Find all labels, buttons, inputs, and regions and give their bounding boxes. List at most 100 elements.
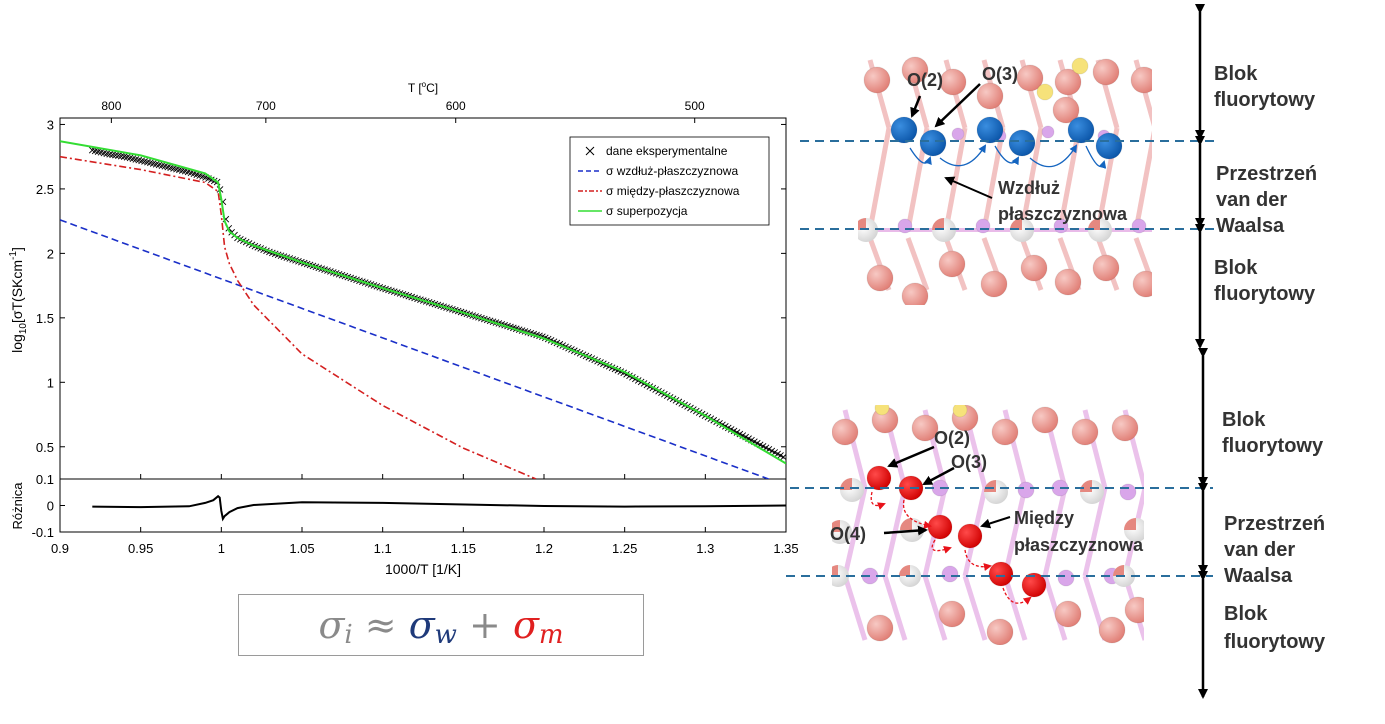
cation-atom bbox=[1041, 125, 1055, 139]
x-tick-label: 1.35 bbox=[773, 541, 798, 556]
oxygen-atom bbox=[991, 418, 1019, 446]
x-tick-label: 1.1 bbox=[374, 541, 392, 556]
top-o3-label: O(3) bbox=[982, 64, 1018, 84]
x-tick-label: 0.9 bbox=[51, 541, 69, 556]
x-axis-label: 1000/T [1/K] bbox=[385, 561, 461, 577]
bottom-region-1-line1: Blok bbox=[1222, 409, 1266, 431]
series-wzdluz-line bbox=[60, 219, 771, 479]
hop-arrow-red bbox=[902, 499, 932, 529]
bottom-region-3-line1: Blok bbox=[1224, 603, 1268, 625]
bottom-region-1-line2: fluorytowy bbox=[1222, 435, 1324, 457]
hop-arrow-blue bbox=[939, 144, 987, 167]
chart: 800 700 600 500 T [oC] 0.5 1 1.5 2 2.5 3 log10[σ… bbox=[8, 80, 799, 577]
top-path-label-line2: płaszczyznowa bbox=[998, 204, 1128, 224]
main-y-axis: 0.5 1 1.5 2 2.5 3 bbox=[36, 117, 786, 455]
crystal-structure-bottom: O(2) O(3) O(4) Między płaszczyznowa bbox=[786, 405, 1213, 645]
main-series-group bbox=[60, 140, 786, 479]
oxygen-atom bbox=[986, 618, 1014, 645]
cation-atom bbox=[897, 218, 913, 234]
top-o2-arrow bbox=[910, 95, 922, 118]
formula-sub-m: m bbox=[538, 620, 564, 650]
top-axis-label: T [oC] bbox=[408, 80, 438, 95]
bottom-o3-arrow bbox=[922, 466, 955, 486]
oxygen-atom bbox=[976, 82, 1004, 110]
cation-atom bbox=[1057, 569, 1075, 587]
cation-atom bbox=[874, 405, 890, 416]
mixed-site-atom bbox=[1124, 518, 1144, 542]
mixed-site-atom bbox=[984, 480, 1008, 504]
bottom-oxygen-sites bbox=[866, 465, 1047, 598]
top-axis-tick-label: 800 bbox=[101, 99, 121, 113]
hop-arrow-red bbox=[964, 549, 992, 572]
cation-atom bbox=[975, 218, 991, 234]
hop-arrow-blue bbox=[1085, 145, 1107, 169]
top-region-3-line2: fluorytowy bbox=[1214, 283, 1316, 305]
bottom-crystal-bonds bbox=[842, 409, 1144, 641]
x-tick-label: 1.15 bbox=[451, 541, 476, 556]
oxygen-atom bbox=[938, 250, 966, 278]
legend-entry: σ wzdłuż-płaszczyznowa bbox=[578, 164, 738, 178]
legend-label: dane eksperymentalne bbox=[606, 144, 728, 158]
oxygen-atom bbox=[1054, 268, 1082, 296]
bottom-o2-arrow bbox=[887, 445, 935, 468]
legend-entry: dane eksperymentalne bbox=[585, 144, 728, 158]
main-y-tick-label: 2 bbox=[47, 246, 54, 261]
oxygen-atom bbox=[832, 418, 859, 446]
oxygen-site-blue bbox=[919, 129, 947, 157]
series-miedzy-line bbox=[60, 155, 537, 479]
residual-y-tick-label: -0.1 bbox=[32, 525, 54, 540]
top-hop-arrows bbox=[909, 144, 1107, 169]
oxygen-atom bbox=[1016, 64, 1044, 92]
main-y-tick-label: 0.5 bbox=[36, 440, 54, 455]
x-tick-label: 1 bbox=[218, 541, 225, 556]
oxygen-atom bbox=[1098, 616, 1126, 644]
oxygen-site-blue bbox=[1095, 132, 1123, 160]
main-y-tick-label: 2.5 bbox=[36, 182, 54, 197]
oxygen-site-blue bbox=[976, 116, 1004, 144]
bottom-path-label-line2: płaszczyznowa bbox=[1014, 535, 1144, 555]
x-tick-label: 1.3 bbox=[696, 541, 714, 556]
mixed-site-atom bbox=[832, 520, 852, 544]
top-axis: 800 700 600 500 bbox=[101, 99, 705, 123]
oxygen-atom bbox=[1124, 596, 1144, 624]
cation-atom bbox=[1071, 57, 1089, 75]
oxygen-site-blue bbox=[890, 116, 918, 144]
formula-plus: + bbox=[456, 603, 513, 647]
top-o3-arrow bbox=[934, 83, 981, 128]
hop-arrow-blue bbox=[909, 147, 932, 165]
legend-marker bbox=[585, 146, 595, 156]
top-region-1-line1: Blok bbox=[1214, 63, 1258, 85]
legend-entry: σ między-płaszczyznowa bbox=[578, 184, 740, 198]
oxygen-site-blue bbox=[1008, 129, 1036, 157]
hop-arrow-red bbox=[1002, 587, 1032, 605]
top-region-1-line2: fluorytowy bbox=[1214, 89, 1316, 111]
x-axis: 0.9 0.95 1 1.05 1.1 1.15 1.2 1.25 1.3 1.35 bbox=[51, 474, 799, 556]
main-y-tick-label: 3 bbox=[47, 117, 54, 132]
mixed-site-atom bbox=[1080, 480, 1104, 504]
bottom-path-label-line1: Między bbox=[1014, 508, 1074, 528]
x-tick-label: 1.25 bbox=[612, 541, 637, 556]
bottom-path-arrow bbox=[980, 516, 1011, 529]
bottom-hop-arrows bbox=[870, 491, 1032, 605]
formula-approx: ≈ bbox=[352, 603, 409, 647]
top-oxygen-sites bbox=[890, 116, 1123, 160]
region-labels: Blok fluorytowy Przestrzeń van der Waals… bbox=[1214, 63, 1326, 653]
legend-label: σ superpozycja bbox=[606, 204, 688, 218]
top-region-3-line1: Blok bbox=[1214, 257, 1258, 279]
oxygen-atom bbox=[939, 68, 967, 96]
bottom-region-2-line1: Przestrzeń bbox=[1224, 513, 1325, 535]
residual-y-tick-label: 0.1 bbox=[36, 472, 54, 487]
cation-atom bbox=[1017, 481, 1035, 499]
bottom-o2-label: O(2) bbox=[934, 428, 970, 448]
oxygen-atom bbox=[1111, 414, 1139, 442]
formula-sigma-m: σ bbox=[512, 603, 539, 647]
bottom-region-3-line2: fluorytowy bbox=[1224, 631, 1326, 653]
top-axis-tick-label: 600 bbox=[446, 99, 466, 113]
region-brackets bbox=[1195, 4, 1208, 699]
oxygen-atom bbox=[1071, 418, 1099, 446]
oxygen-atom bbox=[1130, 66, 1152, 94]
oxygen-atom bbox=[1132, 270, 1152, 298]
formula-sigma-i: σ bbox=[318, 603, 345, 647]
